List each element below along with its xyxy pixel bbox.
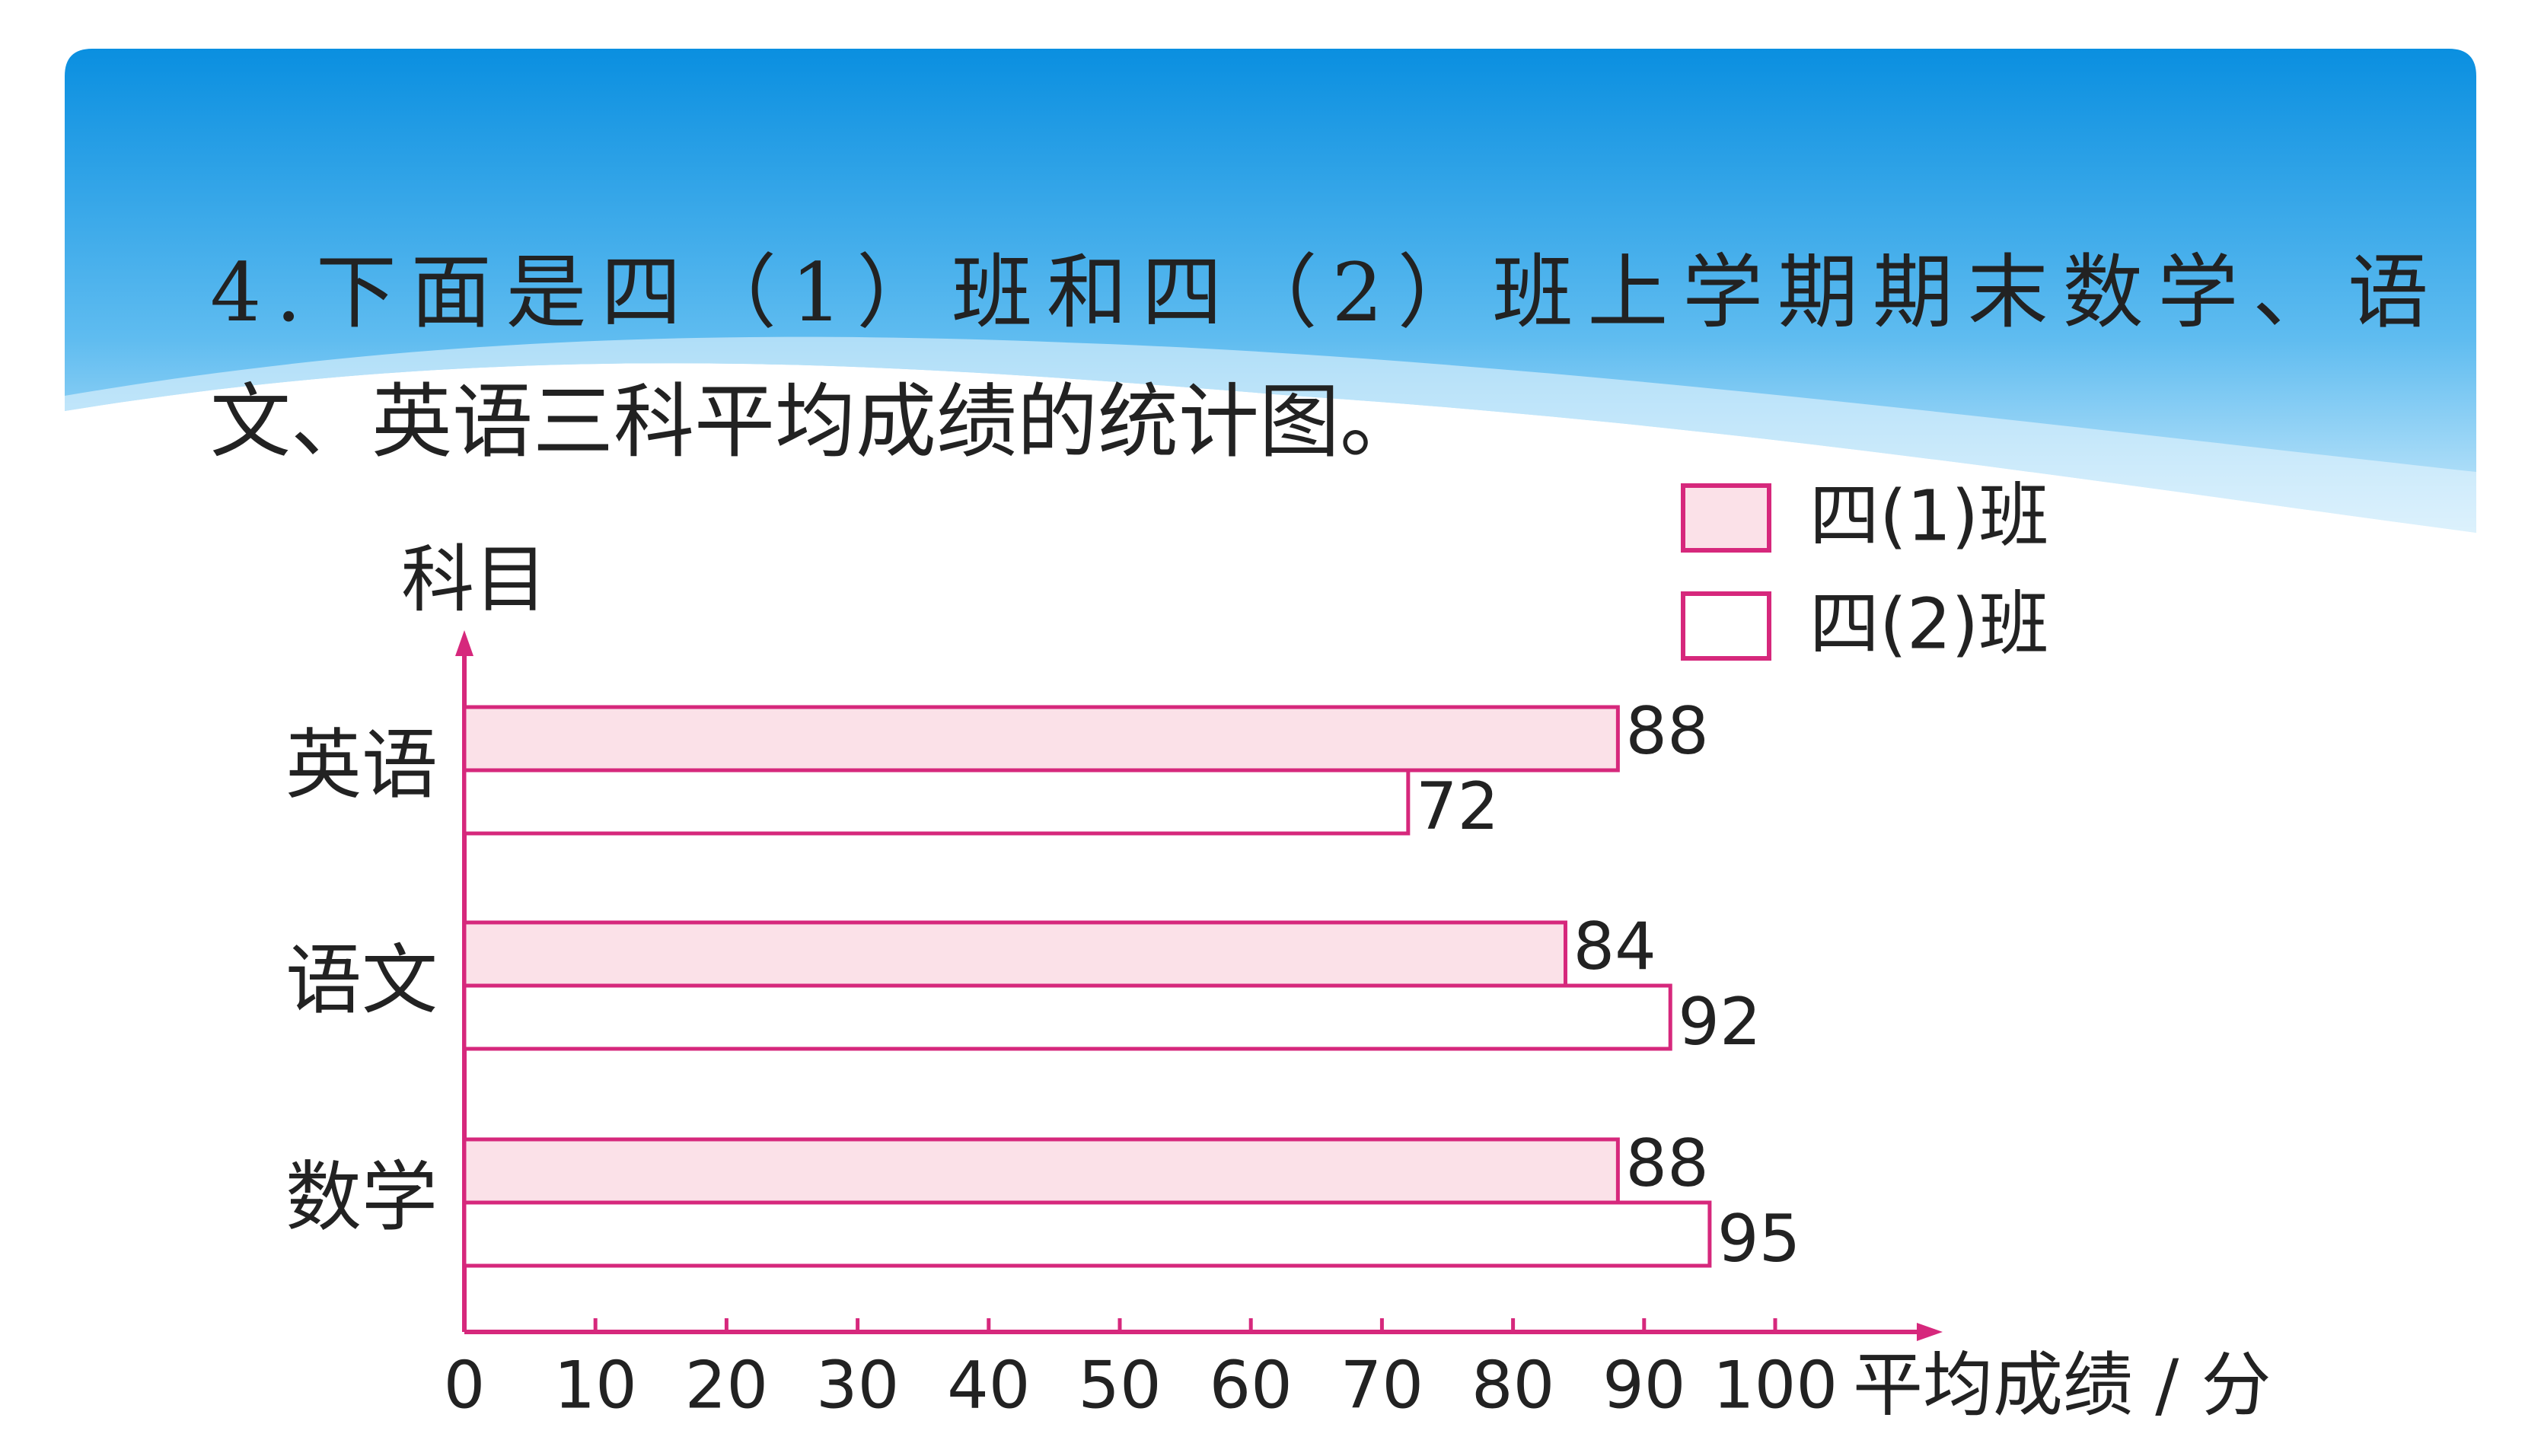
value-label: 72 xyxy=(1416,769,1499,845)
x-tick-label: 60 xyxy=(1209,1347,1292,1423)
value-label: 88 xyxy=(1625,1126,1708,1202)
banner-wave xyxy=(65,336,2476,533)
bar xyxy=(462,768,1411,836)
y-axis-arrow xyxy=(455,630,473,656)
x-tick-label: 90 xyxy=(1602,1347,1685,1423)
x-tick-label: 0 xyxy=(444,1347,486,1423)
bar xyxy=(462,983,1672,1051)
bar xyxy=(462,1200,1712,1268)
x-tick-label: 10 xyxy=(553,1347,636,1423)
x-tick-label: 50 xyxy=(1078,1347,1161,1423)
y-tick-label: 数学 xyxy=(285,1152,438,1241)
x-tick-label: 30 xyxy=(816,1347,899,1423)
x-tick-label: 80 xyxy=(1471,1347,1554,1423)
value-label: 88 xyxy=(1625,693,1708,769)
y-axis-title: 科目 xyxy=(401,537,547,622)
legend-swatch xyxy=(1681,591,1771,661)
bar xyxy=(462,920,1567,988)
value-label: 92 xyxy=(1678,984,1761,1060)
x-tick-label: 70 xyxy=(1341,1347,1424,1423)
bar xyxy=(462,1137,1620,1205)
x-axis-title: 平均成绩 / 分 xyxy=(1853,1344,2272,1426)
legend-label: 四(1)班 xyxy=(1809,475,2048,556)
x-axis-arrow xyxy=(1917,1323,1943,1341)
legend-label: 四(2)班 xyxy=(1809,583,2048,664)
value-label: 95 xyxy=(1717,1201,1800,1277)
x-tick-label: 100 xyxy=(1713,1347,1838,1423)
x-tick-label: 40 xyxy=(947,1347,1030,1423)
y-tick-label: 英语 xyxy=(285,720,438,809)
y-tick-label: 语文 xyxy=(285,935,438,1024)
value-label: 84 xyxy=(1573,909,1656,985)
x-tick-label: 20 xyxy=(685,1347,768,1423)
legend-swatch xyxy=(1681,483,1771,553)
title-line: 文、英语三科平均成绩的统计图。 xyxy=(210,375,1420,469)
bar xyxy=(462,705,1620,773)
